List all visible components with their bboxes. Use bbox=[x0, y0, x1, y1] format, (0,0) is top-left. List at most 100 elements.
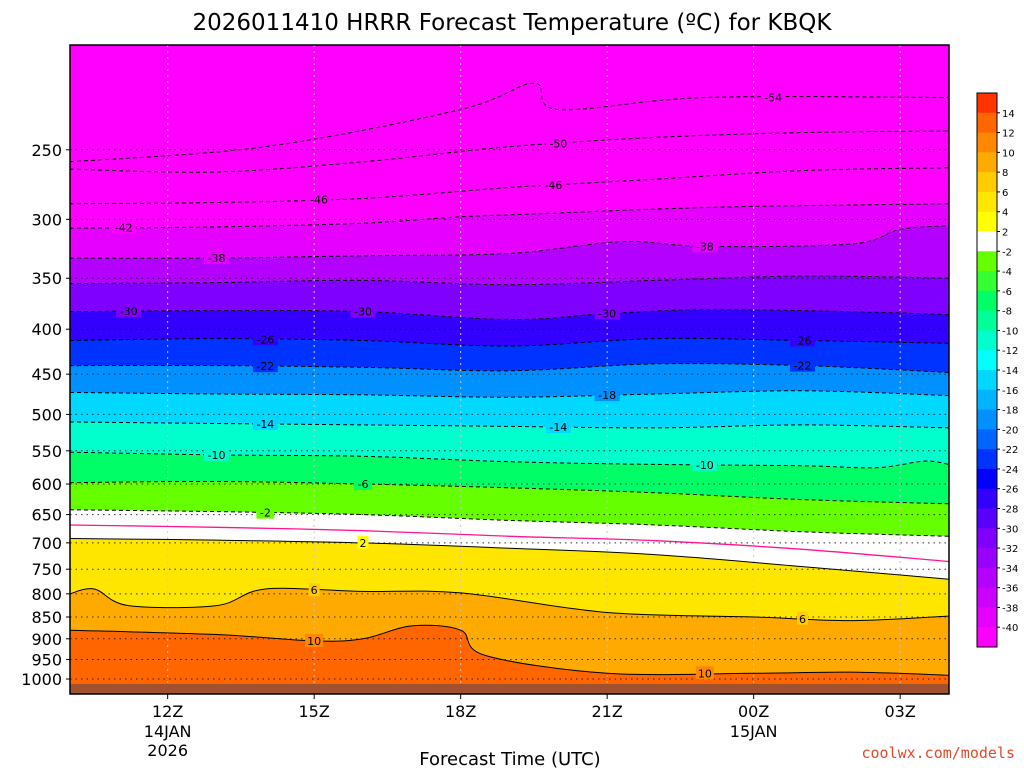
freezing-line bbox=[70, 524, 949, 563]
isotherm-label-2: 2 bbox=[360, 537, 367, 550]
isotherm-line--38 bbox=[70, 225, 949, 259]
isotherm-label-bg bbox=[204, 447, 229, 461]
colorbar-swatch bbox=[977, 330, 997, 351]
colorbar-label--40: -40 bbox=[1002, 623, 1018, 634]
colorbar-swatch bbox=[977, 112, 997, 133]
colorbar-label-6: 6 bbox=[1002, 188, 1008, 199]
colorbar-swatch bbox=[977, 172, 997, 193]
isotherm-label--26: -26 bbox=[256, 333, 274, 346]
colorbar-swatch bbox=[977, 310, 997, 331]
isotherm-label--22: -22 bbox=[256, 360, 274, 373]
isotherm-label-bg bbox=[545, 136, 571, 150]
colorbar-swatch bbox=[977, 548, 997, 569]
grid-lines bbox=[70, 45, 949, 694]
colorbar-swatch bbox=[977, 231, 997, 252]
y-tick-label-550: 550 bbox=[31, 442, 62, 461]
chart-title: 2026011410 HRRR Forecast Temperature (ºC… bbox=[193, 10, 833, 36]
colorbar-label-12: 12 bbox=[1002, 129, 1015, 140]
isotherm-label--38: -38 bbox=[208, 252, 226, 265]
band-below-10 bbox=[70, 625, 949, 694]
y-tick-label-800: 800 bbox=[31, 585, 62, 604]
colorbar-label--30: -30 bbox=[1002, 524, 1018, 535]
isotherm-label--14: -14 bbox=[549, 421, 567, 434]
colorbar-label--20: -20 bbox=[1002, 425, 1018, 436]
isotherm-label-bg bbox=[111, 220, 137, 234]
isotherm-line--30 bbox=[70, 309, 949, 321]
isotherm-line--42 bbox=[70, 203, 949, 229]
y-tick-label-1000: 1000 bbox=[21, 670, 62, 689]
x-tick-date: 14JAN bbox=[144, 722, 192, 741]
isotherm-label-10: 10 bbox=[307, 635, 321, 648]
isotherm-label--10: -10 bbox=[696, 459, 714, 472]
isotherm-label-bg bbox=[204, 251, 229, 265]
isotherm-label-bg bbox=[350, 304, 376, 318]
y-tick-label-850: 850 bbox=[31, 608, 62, 627]
colorbar-swatch bbox=[977, 290, 997, 312]
colorbar-label--2: -2 bbox=[1002, 247, 1012, 258]
color-legend: 14 12 10 8 6 4 2 -2 -4 -6 -8 -10 -12 -14 -16 -18 -20 -22 -… bbox=[976, 92, 1018, 648]
surface-ground bbox=[70, 683, 949, 694]
isotherm-line-6 bbox=[70, 587, 949, 622]
isotherm-label-bg bbox=[760, 90, 786, 104]
colorbar-label-4: 4 bbox=[1002, 208, 1008, 219]
isotherm-label-bg bbox=[540, 178, 566, 192]
colorbar-label--38: -38 bbox=[1002, 603, 1018, 614]
y-tick-label-300: 300 bbox=[31, 210, 62, 229]
colorbar-label--34: -34 bbox=[1002, 564, 1018, 575]
x-tick-date: 15JAN bbox=[730, 722, 778, 741]
isotherm-label--42: -42 bbox=[115, 222, 133, 235]
x-tick-label-21Z: 21Z bbox=[592, 702, 623, 721]
colorbar-label--14: -14 bbox=[1002, 366, 1018, 377]
isotherm-label--54: -54 bbox=[764, 91, 782, 104]
isotherm-2: 2 bbox=[70, 535, 949, 580]
colorbar-label-14: 14 bbox=[1002, 109, 1015, 120]
plot-frame bbox=[69, 44, 950, 695]
colorbar-swatch bbox=[977, 152, 997, 173]
isotherm--6: -6 bbox=[70, 477, 949, 505]
isotherm-line--10 bbox=[70, 451, 949, 469]
isotherm-label-bg bbox=[594, 388, 620, 402]
y-tick-label-500: 500 bbox=[31, 405, 62, 424]
colorbar-label--26: -26 bbox=[1002, 485, 1018, 496]
colorbar-swatch bbox=[977, 468, 997, 490]
isotherm-label--46: -46 bbox=[310, 194, 328, 207]
pressure-axis: 250 300 350 400 450 500 550 600 650 700 750 800 850 9… bbox=[21, 141, 70, 689]
isotherm-label-bg bbox=[692, 239, 718, 253]
isotherm-label-bg bbox=[306, 192, 332, 206]
colorbar-swatch bbox=[977, 429, 997, 450]
isotherm-label--22: -22 bbox=[794, 360, 812, 373]
isotherm-label-bg bbox=[695, 666, 714, 680]
colorbar-label--16: -16 bbox=[1002, 386, 1018, 397]
temperature-bands bbox=[70, 45, 949, 694]
y-tick-label-600: 600 bbox=[31, 475, 62, 494]
isotherm-label--46: -46 bbox=[544, 179, 562, 192]
isotherm-label-10: 10 bbox=[698, 667, 712, 680]
colorbar-label--6: -6 bbox=[1002, 287, 1012, 298]
isotherm--54: -54 bbox=[70, 82, 949, 163]
isotherm--42: -42 bbox=[70, 203, 949, 235]
isotherm--22: -22 -22 bbox=[70, 358, 949, 373]
y-tick-label-450: 450 bbox=[31, 365, 62, 384]
credit-text: coolwx.com/models bbox=[861, 744, 1015, 762]
colorbar-swatch bbox=[977, 627, 997, 648]
colorbar-swatch bbox=[977, 508, 997, 529]
isotherm-label--14: -14 bbox=[256, 418, 274, 431]
x-axis-title: Forecast Time (UTC) bbox=[419, 749, 600, 768]
isotherm-label--6: -6 bbox=[358, 478, 369, 491]
isotherm-contours: -54-50-46-46-42-38-38-30 -30 -30-26 -26-22-… bbox=[70, 82, 949, 680]
isotherm-label-bg bbox=[252, 359, 278, 373]
isotherm-label-bg bbox=[594, 306, 620, 320]
isotherm-label-bg bbox=[797, 611, 808, 625]
colorbar-swatch bbox=[977, 93, 997, 114]
colorbar-swatch bbox=[977, 567, 997, 589]
isotherm-label--30: -30 bbox=[120, 305, 138, 318]
colorbar-label--4: -4 bbox=[1002, 267, 1012, 278]
y-tick-label-650: 650 bbox=[31, 506, 62, 525]
x-tick-label-18Z: 18Z bbox=[445, 702, 476, 721]
isotherm-label-bg bbox=[692, 457, 718, 471]
colorbar-swatch bbox=[977, 587, 997, 608]
isotherm-line-2 bbox=[70, 538, 949, 580]
x-tick-label-15Z: 15Z bbox=[299, 702, 330, 721]
